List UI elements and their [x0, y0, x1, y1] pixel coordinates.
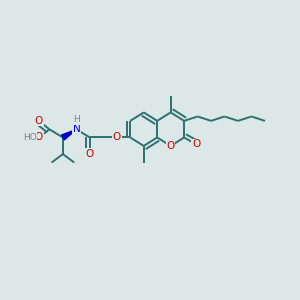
Text: O: O [35, 116, 43, 126]
Polygon shape [61, 129, 76, 140]
Text: O: O [35, 133, 43, 142]
Text: O: O [167, 141, 175, 151]
Text: N: N [73, 124, 80, 134]
Text: HO: HO [23, 133, 37, 142]
Text: O: O [192, 140, 200, 149]
Text: O: O [86, 149, 94, 159]
Text: O: O [113, 133, 121, 142]
Text: H: H [73, 116, 80, 124]
